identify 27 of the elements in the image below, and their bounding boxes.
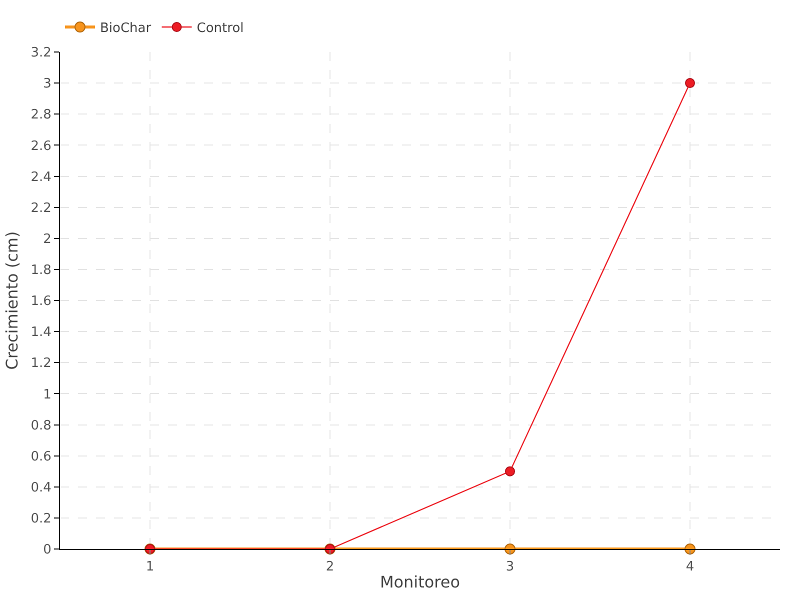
y-tick-label: 2.8 — [30, 108, 52, 123]
y-axis-title: Crecimiento (cm) — [2, 231, 22, 370]
x-tick-label: 3 — [506, 560, 514, 575]
y-tick-label: 2.6 — [30, 138, 52, 154]
x-tick-label: 4 — [686, 560, 694, 575]
y-tick-label: 0.2 — [30, 511, 52, 526]
y-tick-label: 1.8 — [30, 262, 52, 278]
x-tick-label: 1 — [146, 560, 154, 575]
y-tick-label: 0 — [43, 542, 52, 558]
x-axis-title: Monitoreo — [380, 572, 460, 592]
y-tick-label: 1.4 — [30, 325, 52, 340]
y-tick-label: 2 — [43, 232, 52, 247]
point — [685, 78, 695, 88]
y-tick-label: 1.2 — [30, 356, 52, 372]
y-tick-label: 1.6 — [30, 294, 52, 310]
y-tick-label: 2.2 — [30, 200, 52, 216]
y-tick-label: 3 — [43, 76, 52, 92]
y-tick-label: 1 — [43, 387, 52, 402]
y-tick-label: 0.4 — [30, 480, 52, 496]
legend-label: Control — [196, 21, 244, 36]
legend-label: BioChar — [100, 21, 152, 36]
y-tick-label: 0.6 — [30, 449, 52, 464]
y-tick-label: 2.4 — [30, 170, 52, 185]
y-tick-label: 0.8 — [30, 418, 52, 434]
point — [505, 466, 515, 476]
y-tick-label: 3.2 — [30, 46, 52, 61]
x-tick-label: 2 — [326, 560, 334, 575]
